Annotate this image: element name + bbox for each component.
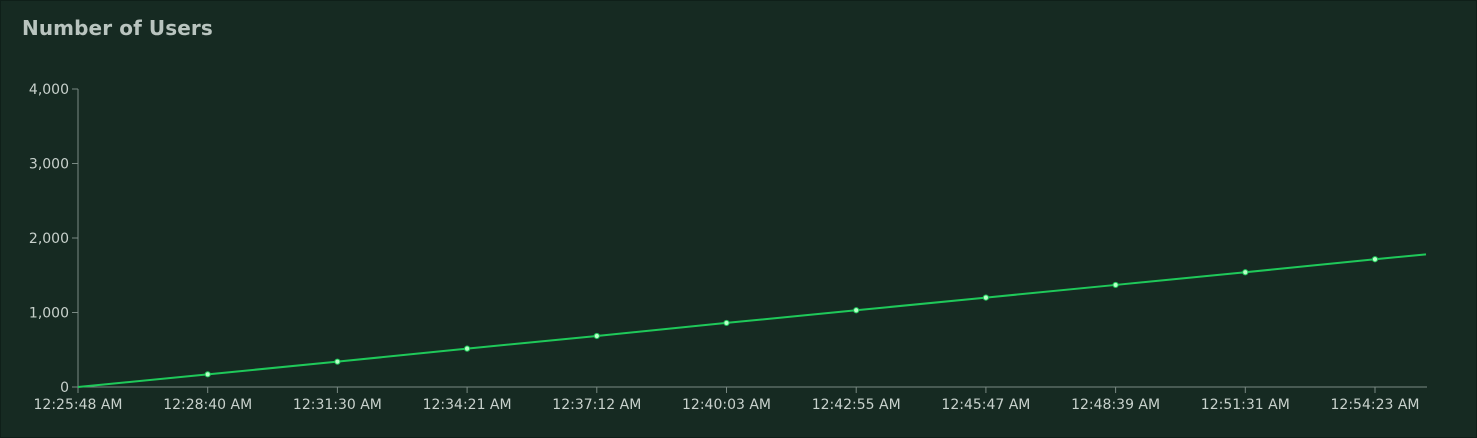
x-tick-label: 12:25:48 AM <box>34 397 123 413</box>
y-tick-label: 0 <box>60 380 69 396</box>
data-point <box>1372 257 1377 262</box>
y-tick-label: 3,000 <box>29 157 69 173</box>
series-line <box>78 254 1426 387</box>
x-tick-label: 12:40:03 AM <box>682 397 771 413</box>
data-point <box>1113 282 1118 287</box>
y-tick-label: 2,000 <box>29 231 69 247</box>
data-point <box>854 308 859 313</box>
x-tick-label: 12:31:30 AM <box>293 397 382 413</box>
x-tick-label: 12:48:39 AM <box>1071 397 1160 413</box>
x-tick-label: 12:42:55 AM <box>812 397 901 413</box>
data-point <box>1243 270 1248 275</box>
x-tick-label: 12:51:31 AM <box>1201 397 1290 413</box>
data-point <box>465 346 470 351</box>
data-point <box>594 333 599 338</box>
data-point <box>724 320 729 325</box>
data-point <box>205 372 210 377</box>
y-tick-label: 4,000 <box>29 82 69 98</box>
x-tick-label: 12:34:21 AM <box>423 397 512 413</box>
x-tick-label: 12:54:23 AM <box>1331 397 1420 413</box>
data-point <box>335 359 340 364</box>
data-point <box>983 295 988 300</box>
x-tick-label: 12:28:40 AM <box>163 397 252 413</box>
y-tick-label: 1,000 <box>29 306 69 322</box>
x-tick-label: 12:45:47 AM <box>941 397 1030 413</box>
x-tick-label: 12:37:12 AM <box>552 397 641 413</box>
